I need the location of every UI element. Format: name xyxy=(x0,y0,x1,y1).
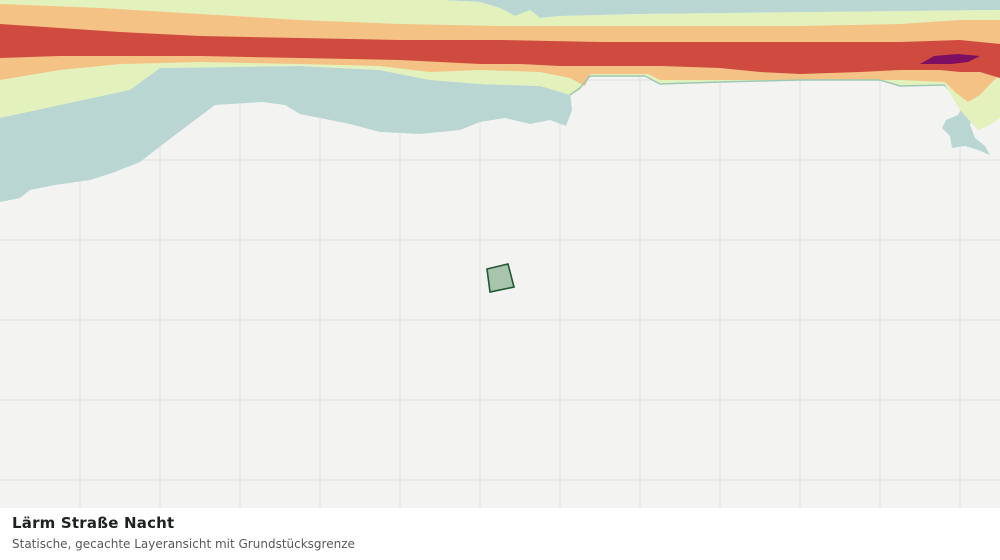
map-view[interactable] xyxy=(0,0,1000,508)
parcel-boundary[interactable] xyxy=(486,263,515,293)
noise-band-high xyxy=(0,24,1000,78)
noise-band-highest xyxy=(920,54,980,64)
map-canvas xyxy=(0,0,1000,508)
water-area xyxy=(0,0,1000,202)
map-caption: Lärm Straße Nacht Statische, gecachte La… xyxy=(0,508,1000,560)
zone-boundary xyxy=(569,75,946,96)
layer-subtitle: Statische, gecachte Layeransicht mit Gru… xyxy=(12,537,355,551)
layer-title: Lärm Straße Nacht xyxy=(12,514,175,532)
